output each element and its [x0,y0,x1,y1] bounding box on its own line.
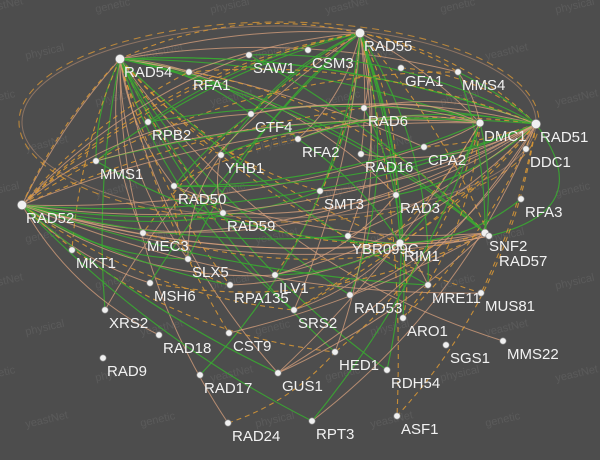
svg-text:RPB2: RPB2 [152,127,191,144]
svg-text:DMC1: DMC1 [484,128,527,145]
svg-text:RPA135: RPA135 [234,290,289,307]
svg-text:RAD51: RAD51 [540,129,588,146]
svg-text:MRE11: MRE11 [432,290,481,307]
svg-text:RPT3: RPT3 [316,426,354,443]
svg-text:SLX5: SLX5 [192,264,229,281]
svg-text:XRS2: XRS2 [109,315,148,332]
svg-text:ARO1: ARO1 [407,323,448,340]
svg-text:MMS22: MMS22 [507,346,559,363]
svg-text:CST9: CST9 [233,338,271,355]
svg-text:SGS1: SGS1 [450,350,490,367]
svg-text:RAD54: RAD54 [124,64,172,81]
svg-text:RAD6: RAD6 [368,113,408,130]
svg-text:RFA1: RFA1 [193,77,231,94]
svg-text:RAD59: RAD59 [227,218,275,235]
svg-text:SRS2: SRS2 [298,315,337,332]
svg-text:RAD3: RAD3 [400,200,440,217]
svg-text:RDH54: RDH54 [391,375,440,392]
svg-text:ASF1: ASF1 [401,421,439,438]
svg-text:RAD53: RAD53 [354,300,402,317]
svg-text:RAD57: RAD57 [499,253,547,270]
svg-text:MMS4: MMS4 [462,77,505,94]
svg-text:RAD52: RAD52 [26,210,74,227]
svg-text:HED1: HED1 [339,357,379,374]
svg-text:SAW1: SAW1 [253,60,295,77]
svg-text:RFA3: RFA3 [525,204,563,221]
svg-text:RAD17: RAD17 [204,380,252,397]
svg-text:CSM3: CSM3 [312,55,354,72]
svg-text:RAD18: RAD18 [163,340,211,357]
svg-text:RAD55: RAD55 [364,38,412,55]
svg-text:MSH6: MSH6 [154,288,196,305]
svg-text:DDC1: DDC1 [530,154,571,171]
svg-text:RAD50: RAD50 [178,191,226,208]
svg-text:RIM1: RIM1 [404,248,440,265]
svg-text:RFA2: RFA2 [302,144,340,161]
svg-text:MMS1: MMS1 [100,166,143,183]
svg-text:GFA1: GFA1 [405,73,443,90]
svg-text:RAD24: RAD24 [232,428,280,445]
svg-text:MKT1: MKT1 [76,255,116,272]
svg-text:YHB1: YHB1 [225,160,264,177]
svg-text:SMT3: SMT3 [324,196,364,213]
svg-text:CPA2: CPA2 [428,152,466,169]
svg-text:GUS1: GUS1 [282,378,323,395]
svg-text:RAD9: RAD9 [107,363,147,380]
svg-text:CTF4: CTF4 [255,119,293,136]
svg-text:MUS81: MUS81 [485,298,535,315]
svg-text:RAD16: RAD16 [365,159,413,176]
svg-text:MEC3: MEC3 [147,238,189,255]
